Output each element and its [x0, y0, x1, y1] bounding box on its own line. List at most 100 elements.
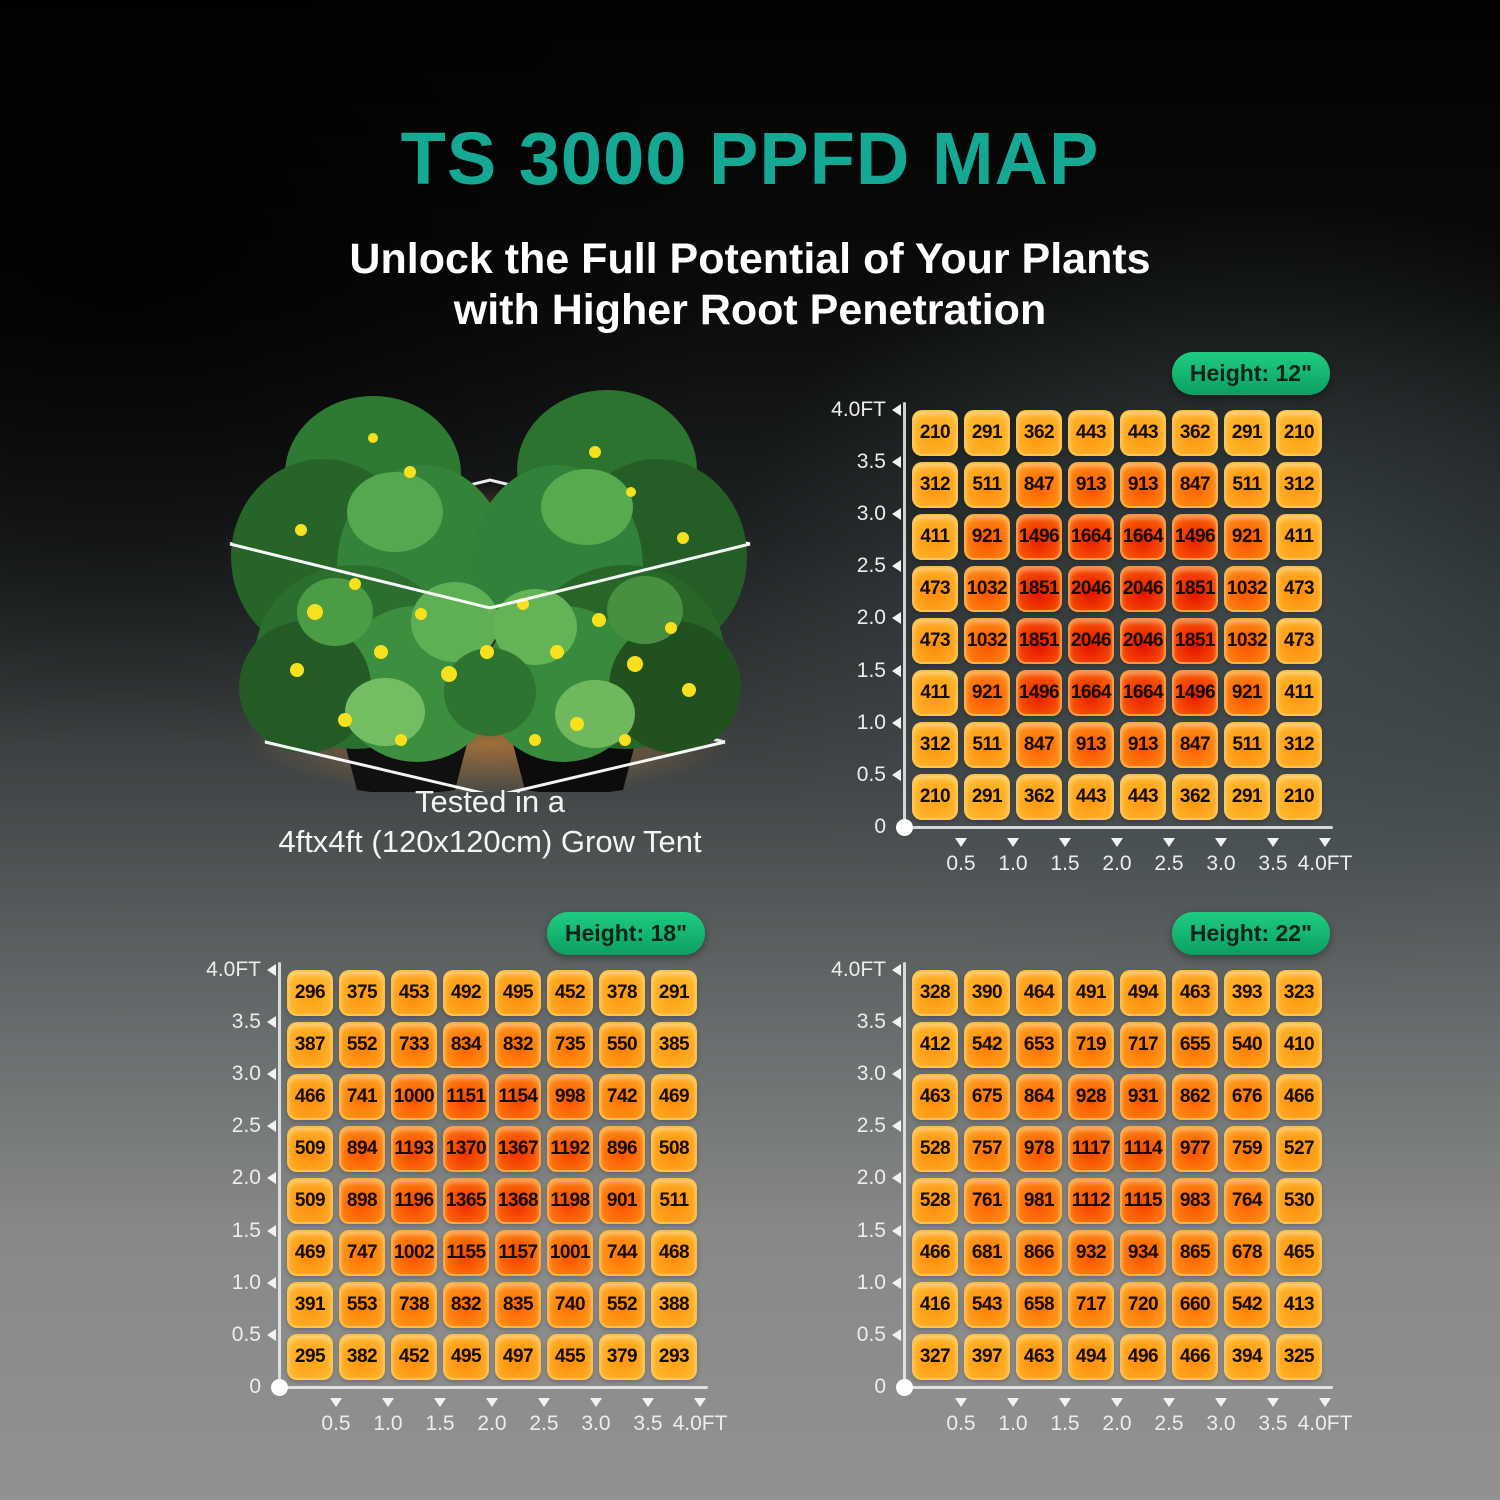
x-axis-line	[278, 1386, 708, 1389]
y-tick-icon	[267, 1016, 276, 1029]
y-axis-label: 0	[249, 1374, 261, 1398]
ppfd-cell: 473	[1276, 618, 1322, 664]
ppfd-cell: 1851	[1172, 566, 1218, 612]
y-axis-line	[278, 962, 281, 1388]
ppfd-cell: 443	[1068, 410, 1114, 456]
y-tick-icon	[892, 1224, 901, 1237]
ppfd-cell: 978	[1016, 1126, 1062, 1172]
ppfd-cell: 675	[964, 1074, 1010, 1120]
x-tick-icon	[1215, 1398, 1227, 1407]
y-tick-icon	[892, 964, 901, 976]
ppfd-cell: 678	[1224, 1230, 1270, 1276]
ppfd-grid: 296 375 453 492 495 452 378 291 387 552 733 834 832 7…	[287, 970, 697, 1380]
ppfd-chart-height-22: Height: 22" 328 390 464 491 494 463 393 323 412 5…	[808, 912, 1352, 1457]
ppfd-cell: 1032	[1224, 566, 1270, 612]
ppfd-cell: 1496	[1172, 514, 1218, 560]
ppfd-cell: 291	[964, 774, 1010, 820]
x-axis-label: 2.0	[477, 1412, 507, 1435]
y-tick-icon	[892, 1068, 901, 1081]
ppfd-cell: 362	[1016, 774, 1062, 820]
ppfd-cell: 733	[391, 1022, 437, 1068]
ppfd-cell: 1157	[495, 1230, 541, 1276]
ppfd-cell: 397	[964, 1334, 1010, 1380]
ppfd-cell: 1196	[391, 1178, 437, 1224]
x-tick-icon	[590, 1398, 602, 1407]
ppfd-cell: 411	[912, 670, 958, 716]
ppfd-cell: 312	[912, 462, 958, 508]
ppfd-cell: 542	[1224, 1282, 1270, 1328]
ppfd-cell: 469	[651, 1074, 697, 1120]
ppfd-cell: 866	[1016, 1230, 1062, 1276]
ppfd-cell: 660	[1172, 1282, 1218, 1328]
x-tick-icon	[1163, 1398, 1175, 1407]
ppfd-grid: 210 291 362 443 443 362 291 210 312 511 847 913 913 8…	[912, 410, 1322, 820]
x-tick-icon	[434, 1398, 446, 1407]
ppfd-cell: 1370	[443, 1126, 489, 1172]
ppfd-cell: 932	[1068, 1230, 1114, 1276]
ppfd-cell: 325	[1276, 1334, 1322, 1380]
ppfd-cell: 387	[287, 1022, 333, 1068]
ppfd-cell: 1664	[1068, 670, 1114, 716]
ppfd-cell: 1193	[391, 1126, 437, 1172]
ppfd-cell: 453	[391, 970, 437, 1016]
y-axis-line	[903, 962, 906, 1388]
x-axis-label: 2.0	[1102, 852, 1132, 875]
x-tick-icon	[955, 1398, 967, 1407]
ppfd-cell: 509	[287, 1178, 333, 1224]
caption-line-2: 4ftx4ft (120x120cm) Grow Tent	[278, 824, 702, 859]
ppfd-cell: 550	[599, 1022, 645, 1068]
ppfd-cell: 210	[1276, 774, 1322, 820]
y-axis-label: 1.5	[231, 1218, 261, 1242]
ppfd-cell: 1154	[495, 1074, 541, 1120]
x-axis-label: 4.0FT	[1297, 1412, 1353, 1435]
ppfd-cell: 443	[1120, 410, 1166, 456]
x-tick-icon	[694, 1398, 706, 1407]
ppfd-cell: 653	[1016, 1022, 1062, 1068]
ppfd-cell: 491	[1068, 970, 1114, 1016]
ppfd-cell: 2046	[1068, 566, 1114, 612]
ppfd-cell: 495	[495, 970, 541, 1016]
y-tick-icon	[892, 508, 901, 521]
ppfd-cell: 463	[1016, 1334, 1062, 1380]
y-tick-icon	[892, 1120, 901, 1133]
ppfd-cell: 511	[651, 1178, 697, 1224]
ppfd-cell: 676	[1224, 1074, 1270, 1120]
ppfd-cell: 1032	[964, 618, 1010, 664]
ppfd-cell: 977	[1172, 1126, 1218, 1172]
ppfd-cell: 327	[912, 1334, 958, 1380]
y-tick-icon	[267, 1328, 276, 1341]
ppfd-cell: 1851	[1016, 566, 1062, 612]
x-tick-icon	[1007, 1398, 1019, 1407]
ppfd-cell: 511	[1224, 462, 1270, 508]
ppfd-cell: 894	[339, 1126, 385, 1172]
height-badge: Height: 18"	[546, 912, 705, 955]
plant-flowers	[290, 433, 696, 746]
x-tick-icon	[486, 1398, 498, 1407]
ppfd-cell: 452	[547, 970, 593, 1016]
ppfd-cell: 473	[912, 566, 958, 612]
y-tick-icon	[892, 456, 901, 469]
y-axis-label: 4.0FT	[206, 958, 261, 981]
ppfd-cell: 382	[339, 1334, 385, 1380]
ppfd-cell: 542	[964, 1022, 1010, 1068]
ppfd-cell: 761	[964, 1178, 1010, 1224]
ppfd-cell: 2046	[1120, 566, 1166, 612]
x-axis-label: 1.0	[373, 1412, 403, 1435]
plant-image	[218, 390, 762, 792]
y-tick-icon	[892, 716, 901, 729]
x-tick-icon	[1111, 838, 1123, 847]
ppfd-cell: 921	[964, 514, 1010, 560]
ppfd-cell: 1198	[547, 1178, 593, 1224]
y-axis-label: 3.5	[856, 450, 886, 474]
ppfd-cell: 362	[1172, 774, 1218, 820]
ppfd-cell: 411	[1276, 670, 1322, 716]
ppfd-cell: 410	[1276, 1022, 1322, 1068]
ppfd-cell: 391	[287, 1282, 333, 1328]
ppfd-cell: 1192	[547, 1126, 593, 1172]
ppfd-cell: 291	[651, 970, 697, 1016]
ppfd-grid: 328 390 464 491 494 463 393 323 412 542 653 719 717 6…	[912, 970, 1322, 1380]
y-axis-label: 4.0FT	[831, 398, 886, 421]
y-tick-icon	[267, 964, 276, 976]
ppfd-cell: 412	[912, 1022, 958, 1068]
x-axis-label: 4.0FT	[1297, 852, 1353, 875]
